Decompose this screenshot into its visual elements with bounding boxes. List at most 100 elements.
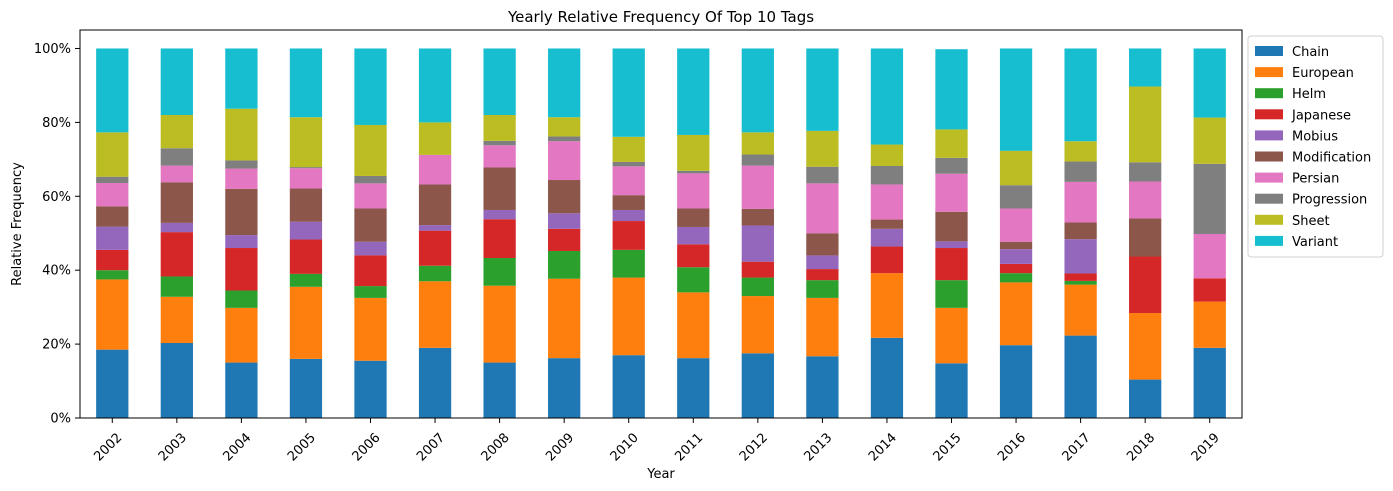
- legend-swatch-persian: [1255, 172, 1283, 183]
- bar-segment-2013-modification: [806, 233, 839, 256]
- bar-segment-2016-japanese: [999, 263, 1033, 274]
- bar-segment-2015-mobius: [935, 241, 968, 249]
- bar-segment-2014-chain: [870, 337, 904, 418]
- bar-segment-2003-chain: [160, 342, 193, 418]
- legend: Chain European Helm Japanese Mobius Modificat…: [1247, 35, 1384, 258]
- bar-segment-2004-variant: [225, 48, 258, 109]
- bar-segment-2006-european: [354, 297, 387, 361]
- x-tick-label: 2013: [801, 430, 835, 464]
- y-axis-title: Relative Frequency: [10, 162, 25, 286]
- x-axis-ticks: 2002 2003 2004 2005 2006 2007 2008 2009 2010 2011…: [91, 418, 1223, 464]
- bar-segment-2005-japanese: [289, 239, 323, 274]
- legend-swatch-modification: [1255, 151, 1283, 162]
- bar-segment-2005-persian: [289, 168, 323, 189]
- bar-segment-2004-modification: [225, 188, 258, 236]
- bar-segment-2003-variant: [160, 48, 193, 115]
- bar-segment-2006-modification: [354, 208, 387, 242]
- bar-segment-2013-sheet: [806, 130, 839, 167]
- bar-segment-2012-variant: [741, 48, 774, 133]
- bar-segment-2008-sheet: [483, 114, 516, 141]
- legend-label-sheet: Sheet: [1292, 214, 1330, 229]
- bar-segment-2003-modification: [160, 182, 193, 223]
- bars-group: [96, 48, 1226, 418]
- bar-segment-2018-sheet: [1129, 86, 1162, 163]
- bar-segment-2004-european: [225, 307, 258, 363]
- x-tick-label: 2010: [608, 430, 642, 464]
- bar-segment-2009-modification: [548, 180, 581, 214]
- bar-segment-2002-modification: [96, 206, 129, 227]
- bar-segment-2004-japanese: [225, 248, 258, 291]
- bar-segment-2012-modification: [741, 208, 774, 226]
- bar-segment-2008-helm: [483, 257, 516, 286]
- bar-segment-2018-japanese: [1129, 256, 1162, 314]
- bar-segment-2015-japanese: [935, 248, 968, 281]
- bar-segment-2015-european: [935, 307, 968, 364]
- bar-segment-2003-european: [160, 296, 193, 343]
- legend-label-mobius: Mobius: [1292, 129, 1338, 144]
- bar-segment-2017-persian: [1064, 181, 1097, 223]
- bar-segment-2016-variant: [999, 48, 1033, 151]
- bar-segment-2013-japanese: [806, 269, 839, 281]
- bar-segment-2013-mobius: [806, 255, 839, 270]
- bar-segment-2007-european: [418, 281, 452, 348]
- legend-label-japanese: Japanese: [1291, 108, 1351, 123]
- legend-label-chain: Chain: [1292, 45, 1329, 60]
- bar-segment-2014-european: [870, 273, 904, 338]
- bar-segment-2015-helm: [935, 280, 968, 308]
- bar-segment-2012-progression: [741, 154, 774, 166]
- bar-segment-2010-sheet: [612, 136, 645, 162]
- bar-segment-2007-mobius: [418, 225, 452, 231]
- bar-segment-2012-helm: [741, 277, 774, 297]
- bar-segment-2014-sheet: [870, 144, 904, 166]
- bar-segment-2009-variant: [548, 48, 581, 118]
- bar-segment-2008-european: [483, 285, 516, 363]
- y-tick-label: 100%: [34, 42, 71, 57]
- x-tick-label: 2009: [543, 430, 577, 464]
- bar-segment-2007-modification: [418, 184, 452, 226]
- legend-label-progression: Progression: [1292, 193, 1367, 208]
- bar-segment-2003-mobius: [160, 222, 193, 233]
- bar-segment-2004-sheet: [225, 108, 258, 161]
- bar-segment-2008-mobius: [483, 209, 516, 220]
- bar-segment-2009-chain: [548, 358, 581, 418]
- x-tick-label: 2008: [479, 430, 513, 464]
- bar-segment-2012-persian: [741, 165, 774, 209]
- bar-segment-2017-european: [1064, 284, 1097, 336]
- bar-segment-2015-chain: [935, 363, 968, 418]
- bar-segment-2016-mobius: [999, 249, 1033, 264]
- bar-segment-2016-progression: [999, 185, 1033, 209]
- bar-segment-2016-helm: [999, 273, 1033, 283]
- bar-segment-2018-persian: [1129, 181, 1162, 219]
- bar-segment-2017-japanese: [1064, 273, 1097, 281]
- bar-segment-2019-japanese: [1193, 278, 1226, 302]
- bar-segment-2003-sheet: [160, 114, 193, 149]
- bar-segment-2018-chain: [1129, 379, 1162, 418]
- bar-segment-2004-helm: [225, 290, 258, 308]
- x-tick-label: 2005: [285, 430, 319, 464]
- x-tick-label: 2016: [995, 430, 1029, 464]
- legend-swatch-chain: [1255, 46, 1283, 56]
- bar-segment-2012-japanese: [741, 261, 774, 278]
- bar-segment-2009-mobius: [548, 213, 581, 229]
- x-tick-label: 2018: [1124, 430, 1158, 464]
- bar-segment-2010-japanese: [612, 221, 645, 250]
- bar-segment-2002-progression: [96, 176, 129, 183]
- bar-segment-2019-european: [1193, 301, 1226, 348]
- bar-segment-2003-progression: [160, 148, 193, 166]
- y-axis-ticks: 0% 20% 40% 60% 80% 100%: [34, 42, 80, 427]
- bar-segment-2016-persian: [999, 208, 1033, 242]
- y-tick-label: 60%: [42, 190, 71, 205]
- plot-frame: [79, 29, 1243, 419]
- bar-segment-2010-variant: [612, 48, 645, 137]
- bar-segment-2010-mobius: [612, 209, 645, 222]
- bar-segment-2018-european: [1129, 313, 1162, 380]
- y-tick-label: 20%: [42, 338, 71, 353]
- bar-segment-2014-modification: [870, 219, 904, 229]
- bar-segment-2007-chain: [418, 347, 452, 418]
- bar-segment-2017-variant: [1064, 48, 1097, 142]
- bar-segment-2013-helm: [806, 280, 839, 298]
- bar-segment-2013-chain: [806, 356, 839, 418]
- bar-segment-2014-mobius: [870, 228, 904, 247]
- x-tick-label: 2011: [672, 430, 706, 464]
- x-tick-label: 2004: [220, 430, 254, 464]
